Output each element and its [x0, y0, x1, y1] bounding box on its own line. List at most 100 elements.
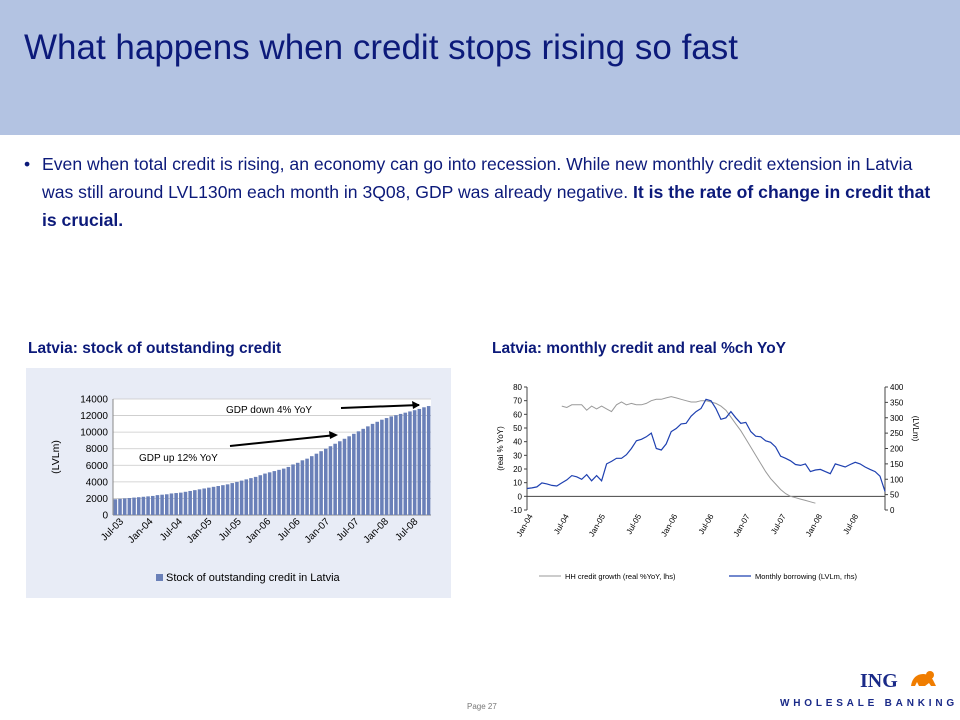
y-right-tick-label: 250: [890, 429, 904, 438]
y-tick-label: 12000: [80, 411, 108, 422]
bar: [319, 451, 323, 515]
bar: [179, 492, 183, 515]
bar: [174, 493, 178, 515]
bar: [235, 481, 239, 515]
y-left-label: (real % YoY): [496, 426, 505, 471]
bar: [286, 466, 291, 515]
bar-chart: 14000 12000 10000 8000 6000 4000 2000 0 (LVLm) Ju…: [50, 395, 431, 584]
ing-logo: ING WHOLESALE BANKING: [780, 664, 954, 714]
annotation-gdp-down: GDP down 4% YoY: [226, 405, 312, 416]
y-left-tick-label: -10: [510, 506, 522, 515]
bullet-text: Even when total credit is rising, an eco…: [42, 150, 934, 234]
x-tick-label: Jan-08: [362, 516, 392, 546]
bar: [183, 491, 188, 515]
logo-tagline: WHOLESALE BANKING: [780, 698, 958, 709]
bar: [249, 478, 253, 515]
y-tick-label: 10000: [80, 428, 108, 439]
bar: [193, 490, 197, 515]
bar: [333, 443, 337, 515]
chart-title-left: Latvia: stock of outstanding credit: [28, 340, 282, 357]
bar: [380, 419, 384, 515]
bar: [277, 469, 281, 515]
y-right-tick-label: 150: [890, 460, 904, 469]
y-tick-label: 0: [102, 511, 108, 522]
bar: [221, 485, 225, 515]
bar: [291, 464, 295, 515]
series-line-monthly-borrowing: [526, 398, 886, 492]
bar: [403, 412, 408, 515]
y-right-tick-label: 400: [890, 383, 904, 392]
y-tick-label: 6000: [86, 461, 109, 472]
y-tick-label: 2000: [86, 494, 109, 505]
y-right-tick-label: 300: [890, 414, 904, 423]
bar: [412, 410, 417, 515]
bar: [328, 446, 333, 515]
y-tick-label: 14000: [80, 395, 108, 406]
chart-title-right: Latvia: monthly credit and real %ch YoY: [492, 340, 787, 357]
bar: [239, 480, 244, 515]
bullet-point: • Even when total credit is rising, an e…: [24, 150, 934, 234]
bar: [122, 498, 127, 515]
x-tick-label: Jan-04: [126, 516, 156, 546]
bar: [216, 486, 220, 515]
bar: [197, 489, 202, 515]
bar: [389, 416, 394, 515]
y-left-tick-label: 60: [513, 410, 522, 419]
bar: [230, 483, 235, 515]
y-right-tick-label: 200: [890, 445, 904, 454]
bar: [347, 436, 351, 515]
bar: [146, 496, 150, 515]
bar: [211, 486, 216, 515]
bar: [141, 496, 146, 515]
legend-label: Monthly borrowing (LVLm, rhs): [755, 572, 857, 581]
y-right-tick-label: 50: [890, 491, 899, 500]
bar: [202, 488, 206, 515]
x-tick-label: Jul-05: [217, 516, 244, 543]
legend-label: HH credit growth (real %YoY, lhs): [565, 572, 676, 581]
lion-icon: [911, 671, 936, 686]
bar: [127, 498, 132, 515]
bar: [113, 499, 118, 515]
bar: [324, 448, 328, 515]
bar: [398, 413, 403, 515]
bar: [136, 497, 141, 515]
bar: [160, 494, 164, 515]
bar: [155, 495, 160, 515]
y-left-tick-label: 80: [513, 383, 522, 392]
bar: [366, 426, 370, 515]
bar: [361, 428, 365, 515]
bullet-text-bold: It is the rate of change in credit that …: [42, 182, 931, 230]
bar: [426, 406, 431, 515]
y-left-tick-label: 70: [513, 397, 522, 406]
bar: [150, 495, 155, 515]
bar: [165, 494, 169, 515]
left-chart-panel: 14000 12000 10000 8000 6000 4000 2000 0 (LVLm) Ju…: [26, 368, 451, 598]
bar: [300, 460, 305, 515]
bar: [258, 475, 263, 515]
y-right-tick-label: 350: [890, 398, 904, 407]
bar: [370, 423, 375, 515]
line-chart: 80706050403020100-1040035030025020015010…: [481, 372, 945, 594]
y-axis-label: (LVLm): [50, 440, 62, 474]
bar: [118, 498, 122, 515]
bullet-dot: •: [24, 154, 31, 174]
bar: [295, 462, 300, 515]
logo-brand: ING: [860, 670, 898, 692]
y-left-tick-label: 20: [513, 465, 522, 474]
y-tick-label: 4000: [86, 477, 109, 488]
bar: [207, 487, 211, 515]
legend-swatch: [156, 574, 163, 581]
bar: [305, 458, 309, 515]
y-right-label: (LVLm): [911, 416, 920, 442]
bar: [253, 476, 258, 515]
bar: [417, 408, 422, 515]
y-right-tick-label: 0: [890, 506, 895, 515]
bar: [169, 493, 174, 515]
arrowhead: [412, 401, 420, 409]
bar: [408, 411, 412, 515]
bar: [132, 497, 136, 515]
annotation-arrow-up: [229, 434, 337, 447]
legend-label: Stock of outstanding credit in Latvia: [166, 572, 341, 584]
series-line-hh-credit-growth: [561, 396, 816, 504]
bullet-text-regular: Even when total credit is rising, an eco…: [42, 154, 913, 202]
